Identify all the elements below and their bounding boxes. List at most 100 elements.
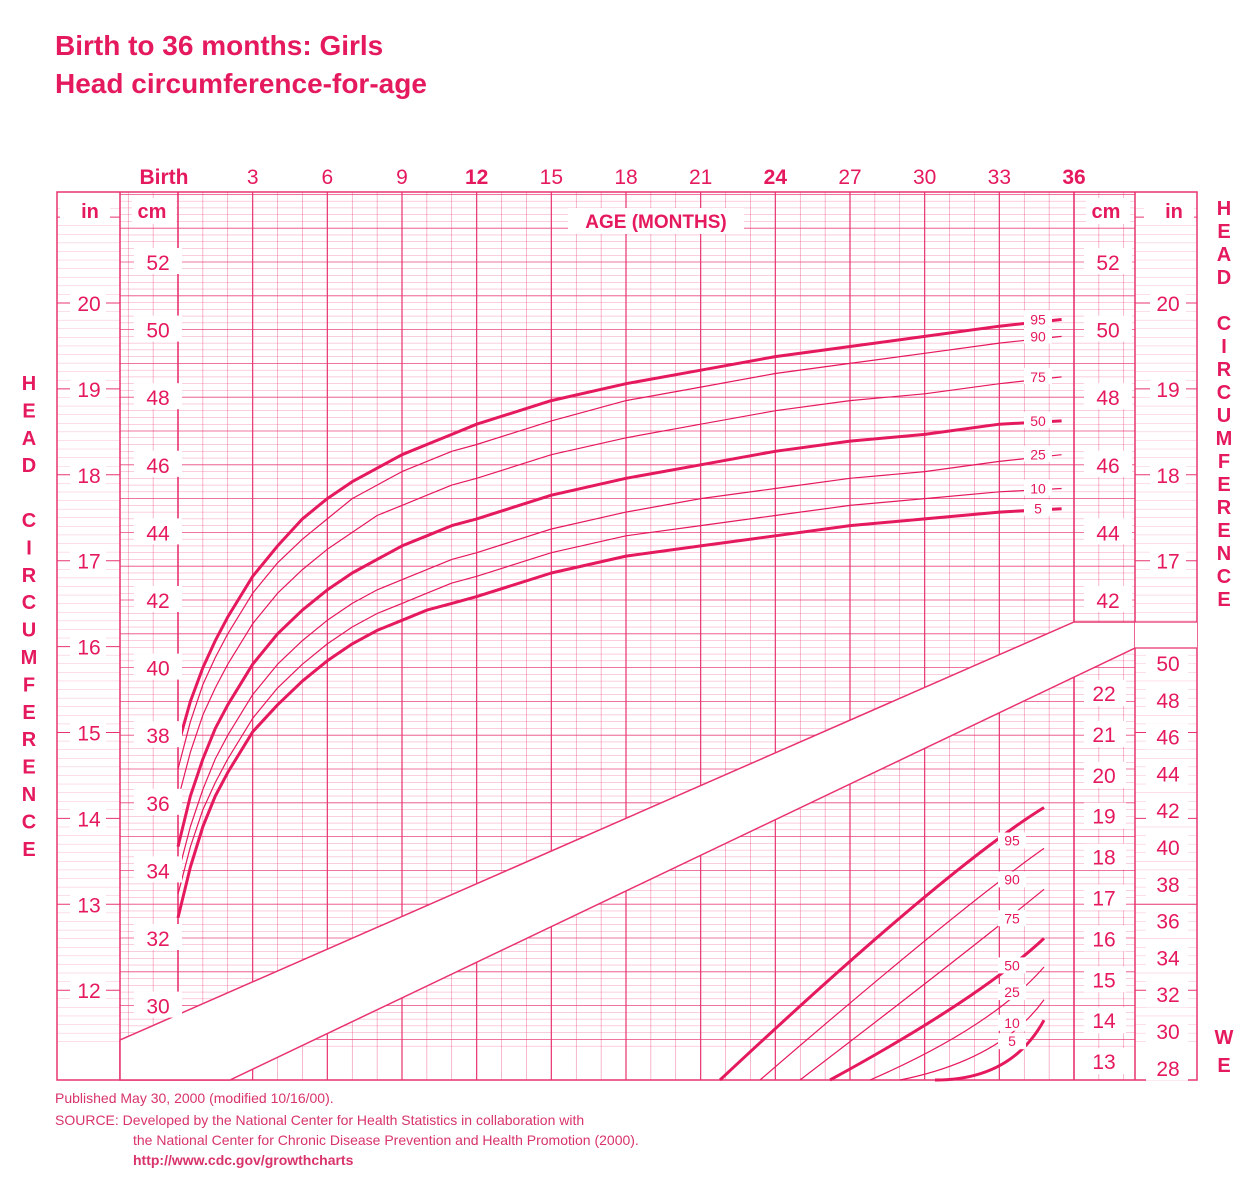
y-tick-cm-left: 42 [146, 590, 169, 613]
x-tick-label: 6 [321, 166, 333, 189]
weight-curve-95 [718, 806, 1045, 1082]
y-tick-in-left: 16 [77, 637, 100, 660]
weight-percentile-label-25: 25 [1004, 984, 1020, 1000]
percentile-label-50: 50 [1030, 413, 1046, 429]
percentile-label-25: 25 [1030, 447, 1046, 463]
y-tick-cm-left: 52 [146, 252, 169, 275]
y-tick-cm-right: 48 [1096, 387, 1119, 410]
weight-curve-90 [759, 847, 1045, 1081]
y-axis-title-right: E [1217, 520, 1230, 542]
y-axis-title-right: A [1217, 244, 1231, 266]
unit-label-in: in [1165, 201, 1183, 223]
percentile-label-10: 10 [1030, 480, 1046, 496]
x-tick-label: 18 [614, 166, 637, 189]
y-axis-title-right: R [1217, 497, 1232, 519]
y-tick-cm-left: 44 [146, 522, 170, 545]
y-tick-lb: 34 [1156, 947, 1180, 970]
y-tick-in-left: 14 [77, 808, 101, 831]
y-tick-cm-left: 46 [146, 455, 169, 478]
x-tick-label: 36 [1062, 166, 1085, 189]
y-axis-title-right: M [1216, 428, 1233, 450]
y-tick-cm-left: 34 [146, 860, 170, 883]
y-tick-cm-left: 38 [146, 725, 169, 748]
y-tick-kg: 13 [1092, 1051, 1115, 1074]
weight-curve-25 [869, 966, 1045, 1081]
y-tick-cm-right: 44 [1096, 522, 1120, 545]
y-axis-title-left: N [22, 784, 36, 806]
y-tick-cm-right: 52 [1096, 252, 1119, 275]
percentile-label-95: 95 [1030, 311, 1046, 327]
y-axis-title-right: F [1218, 451, 1230, 473]
y-tick-in-left: 20 [77, 293, 100, 316]
percentile-curve-90 [177, 335, 1062, 770]
y-tick-lb: 30 [1156, 1021, 1179, 1044]
y-axis-title-left: M [21, 647, 38, 669]
y-axis-title-left: E [22, 702, 35, 724]
y-tick-cm-right: 46 [1096, 455, 1119, 478]
y-tick-cm-left: 32 [146, 928, 169, 951]
x-tick-label: 3 [247, 166, 259, 189]
y-axis-title-right: C [1217, 382, 1231, 404]
percentile-label-75: 75 [1030, 369, 1046, 385]
y-tick-kg: 14 [1092, 1010, 1116, 1033]
y-axis-title-left: R [22, 565, 37, 587]
x-tick-label: 33 [988, 166, 1011, 189]
y-tick-in-left: 18 [77, 465, 100, 488]
y-axis-title-right: E [1217, 474, 1230, 496]
weight-curve-5 [934, 1019, 1046, 1082]
y-tick-kg: 20 [1092, 765, 1115, 788]
percentile-curve-5 [176, 507, 1062, 919]
percentile-label-90: 90 [1030, 328, 1046, 344]
y-tick-kg: 18 [1092, 847, 1115, 870]
percentile-curves [176, 318, 1062, 1082]
y-axis-title-left: U [22, 620, 36, 642]
percentile-curve-75 [177, 376, 1062, 800]
weight-percentile-label-5: 5 [1008, 1033, 1016, 1049]
percentile-label-5: 5 [1034, 501, 1042, 517]
unit-label-in: in [81, 201, 99, 223]
y-tick-in-left: 17 [77, 551, 100, 574]
y-tick-lb: 44 [1156, 763, 1180, 786]
chart-title: Birth to 36 months: Girls [55, 30, 384, 61]
weight-percentile-label-90: 90 [1004, 871, 1020, 887]
y-axis-title-left: E [22, 757, 35, 779]
y-tick-lb: 40 [1156, 837, 1179, 860]
y-axis-title-left: A [22, 428, 36, 450]
y-tick-cm-right: 42 [1096, 590, 1119, 613]
chart-overlay [119, 621, 1197, 1081]
y-axis-title-right: R [1217, 359, 1232, 381]
y-axis-title-right: I [1221, 336, 1227, 358]
y-tick-in-right: 19 [1156, 379, 1179, 402]
y-axis-title-left: C [22, 811, 36, 833]
y-axis-title-right: C [1217, 566, 1231, 588]
x-tick-label: 24 [764, 166, 788, 189]
weight-axis-title: E [1217, 1055, 1230, 1077]
y-axis-title-right: D [1217, 267, 1231, 289]
y-axis-title-right: U [1217, 405, 1231, 427]
y-tick-cm-left: 40 [146, 658, 169, 681]
y-tick-lb: 50 [1156, 653, 1179, 676]
weight-percentile-label-10: 10 [1004, 1015, 1020, 1031]
weight-curve-50 [829, 937, 1046, 1082]
y-axis-title-left: C [22, 592, 36, 614]
y-tick-cm-left: 30 [146, 996, 169, 1019]
published-note: Published May 30, 2000 (modified 10/16/0… [55, 1090, 334, 1106]
y-tick-lb: 42 [1156, 800, 1179, 823]
y-tick-lb: 48 [1156, 690, 1179, 713]
y-tick-in-left: 19 [77, 379, 100, 402]
y-tick-in-left: 12 [77, 980, 100, 1003]
x-tick-label: 27 [838, 166, 861, 189]
source-note: SOURCE: Developed by the National Center… [55, 1112, 585, 1128]
y-axis-title-right: C [1217, 313, 1231, 335]
source-url[interactable]: http://www.cdc.gov/growthcharts [133, 1152, 354, 1168]
y-tick-kg: 16 [1092, 928, 1115, 951]
y-tick-kg: 22 [1092, 683, 1115, 706]
y-tick-cm-left: 36 [146, 793, 169, 816]
y-tick-kg: 17 [1092, 888, 1115, 911]
y-tick-kg: 19 [1092, 806, 1115, 829]
y-axis-title-left: E [22, 400, 35, 422]
y-tick-kg: 15 [1092, 969, 1115, 992]
unit-label-cm: cm [1092, 201, 1121, 223]
